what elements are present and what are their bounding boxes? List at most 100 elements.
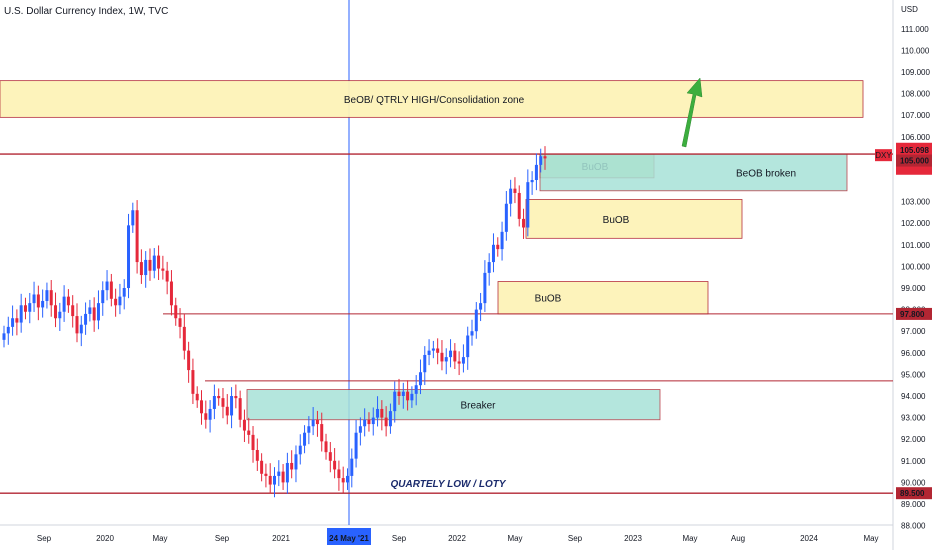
candle-body	[363, 419, 367, 427]
candle-body	[139, 262, 143, 276]
candle-body	[122, 288, 126, 297]
candle-body	[401, 391, 405, 396]
candle-body	[225, 406, 229, 416]
candle-body	[182, 326, 186, 351]
candle-body	[277, 471, 281, 476]
candle-body	[509, 188, 513, 204]
candle-body	[285, 462, 289, 483]
level-tag	[896, 154, 932, 167]
candle-body	[483, 272, 487, 304]
y-tick-label: 97.000	[901, 327, 926, 336]
zone-yellow	[0, 80, 864, 118]
candle-body	[58, 311, 62, 319]
candle-body	[49, 290, 53, 306]
level-tag	[896, 307, 932, 320]
candle-body	[131, 210, 135, 226]
candle-body	[152, 255, 156, 271]
candle-body	[36, 294, 40, 308]
candle-body	[28, 303, 32, 312]
candle-body	[384, 417, 388, 427]
candle-body	[88, 307, 92, 314]
y-tick-label: 102.000	[901, 219, 930, 228]
candle-body	[135, 210, 139, 263]
candle-body	[303, 432, 307, 446]
candle-body	[367, 419, 371, 425]
candle-body	[543, 156, 547, 159]
x-tick-label: May	[152, 534, 167, 543]
candle-body	[127, 225, 131, 288]
candle-body	[466, 335, 470, 358]
y-tick-label: 95.000	[901, 370, 926, 379]
candle-body	[6, 326, 10, 334]
level-tag	[896, 487, 932, 500]
zone-yellow	[525, 199, 743, 239]
y-tick-label: 101.000	[901, 241, 930, 250]
candle-body	[393, 391, 397, 412]
candle-body	[54, 305, 58, 319]
candle-body	[397, 391, 401, 396]
candle-body	[431, 348, 435, 351]
candle-body	[251, 434, 255, 450]
candle-body	[62, 296, 66, 312]
candle-body	[388, 411, 392, 427]
x-tick-label: Aug	[731, 534, 745, 543]
candle-body	[217, 396, 221, 399]
y-axis-unit: USD	[901, 5, 918, 14]
candle-body	[315, 419, 319, 425]
y-tick-label: 96.000	[901, 349, 926, 358]
quarterly-low-annotation: QUARTELY LOW / LOTY	[391, 479, 507, 490]
candle-body	[15, 318, 19, 323]
candle-body	[474, 309, 478, 332]
candle-body	[444, 357, 448, 362]
candle-body	[281, 471, 285, 483]
candle-body	[517, 192, 521, 219]
y-tick-label: 106.000	[901, 133, 930, 142]
zone-yellow	[497, 281, 709, 315]
candle-body	[221, 398, 225, 407]
y-tick-label: 94.000	[901, 392, 926, 401]
candle-body	[333, 460, 337, 470]
zone-label: BeOB broken	[736, 168, 796, 179]
candle-body	[358, 426, 362, 433]
candle-body	[423, 354, 427, 373]
y-tick-label: 91.000	[901, 457, 926, 466]
candle-body	[320, 424, 324, 442]
x-tick-label: 2023	[624, 534, 642, 543]
candle-body	[178, 318, 182, 327]
candle-body	[71, 305, 75, 317]
symbol-tag	[875, 149, 892, 162]
symbol-label: DXY	[875, 151, 892, 160]
candle-body	[457, 361, 461, 364]
candle-body	[414, 385, 418, 394]
candle-body	[114, 298, 118, 306]
candle-body	[461, 357, 465, 364]
y-tick-label: 88.000	[901, 522, 926, 531]
y-tick-label: 111.000	[901, 25, 929, 34]
y-tick-label: 103.000	[901, 198, 930, 207]
candle-body	[23, 305, 27, 312]
candle-body	[75, 316, 79, 334]
candle-body	[354, 432, 358, 459]
x-tick-label: May	[507, 534, 522, 543]
candle-body	[500, 231, 504, 250]
candle-body	[440, 352, 444, 362]
zone-label: BuOB	[603, 215, 630, 226]
candle-body	[376, 408, 380, 418]
candle-body	[230, 396, 234, 416]
y-tick-label: 99.000	[901, 284, 926, 293]
level-label: 105.000	[900, 157, 929, 166]
y-tick-label: 110.000	[901, 46, 930, 55]
candle-body	[273, 475, 276, 485]
zone-label: BeOB/ QTRLY HIGH/Consolidation zone	[344, 95, 525, 106]
candle-body	[2, 333, 6, 340]
candle-body	[96, 303, 100, 321]
candle-body	[45, 290, 49, 301]
candle-body	[204, 413, 208, 420]
level-label: 89.500	[900, 489, 925, 498]
candle-body	[234, 396, 238, 399]
candle-body	[350, 458, 354, 476]
candle-body	[19, 305, 23, 323]
y-tick-label: 90.000	[901, 478, 926, 487]
y-tick-label: 92.000	[901, 435, 926, 444]
